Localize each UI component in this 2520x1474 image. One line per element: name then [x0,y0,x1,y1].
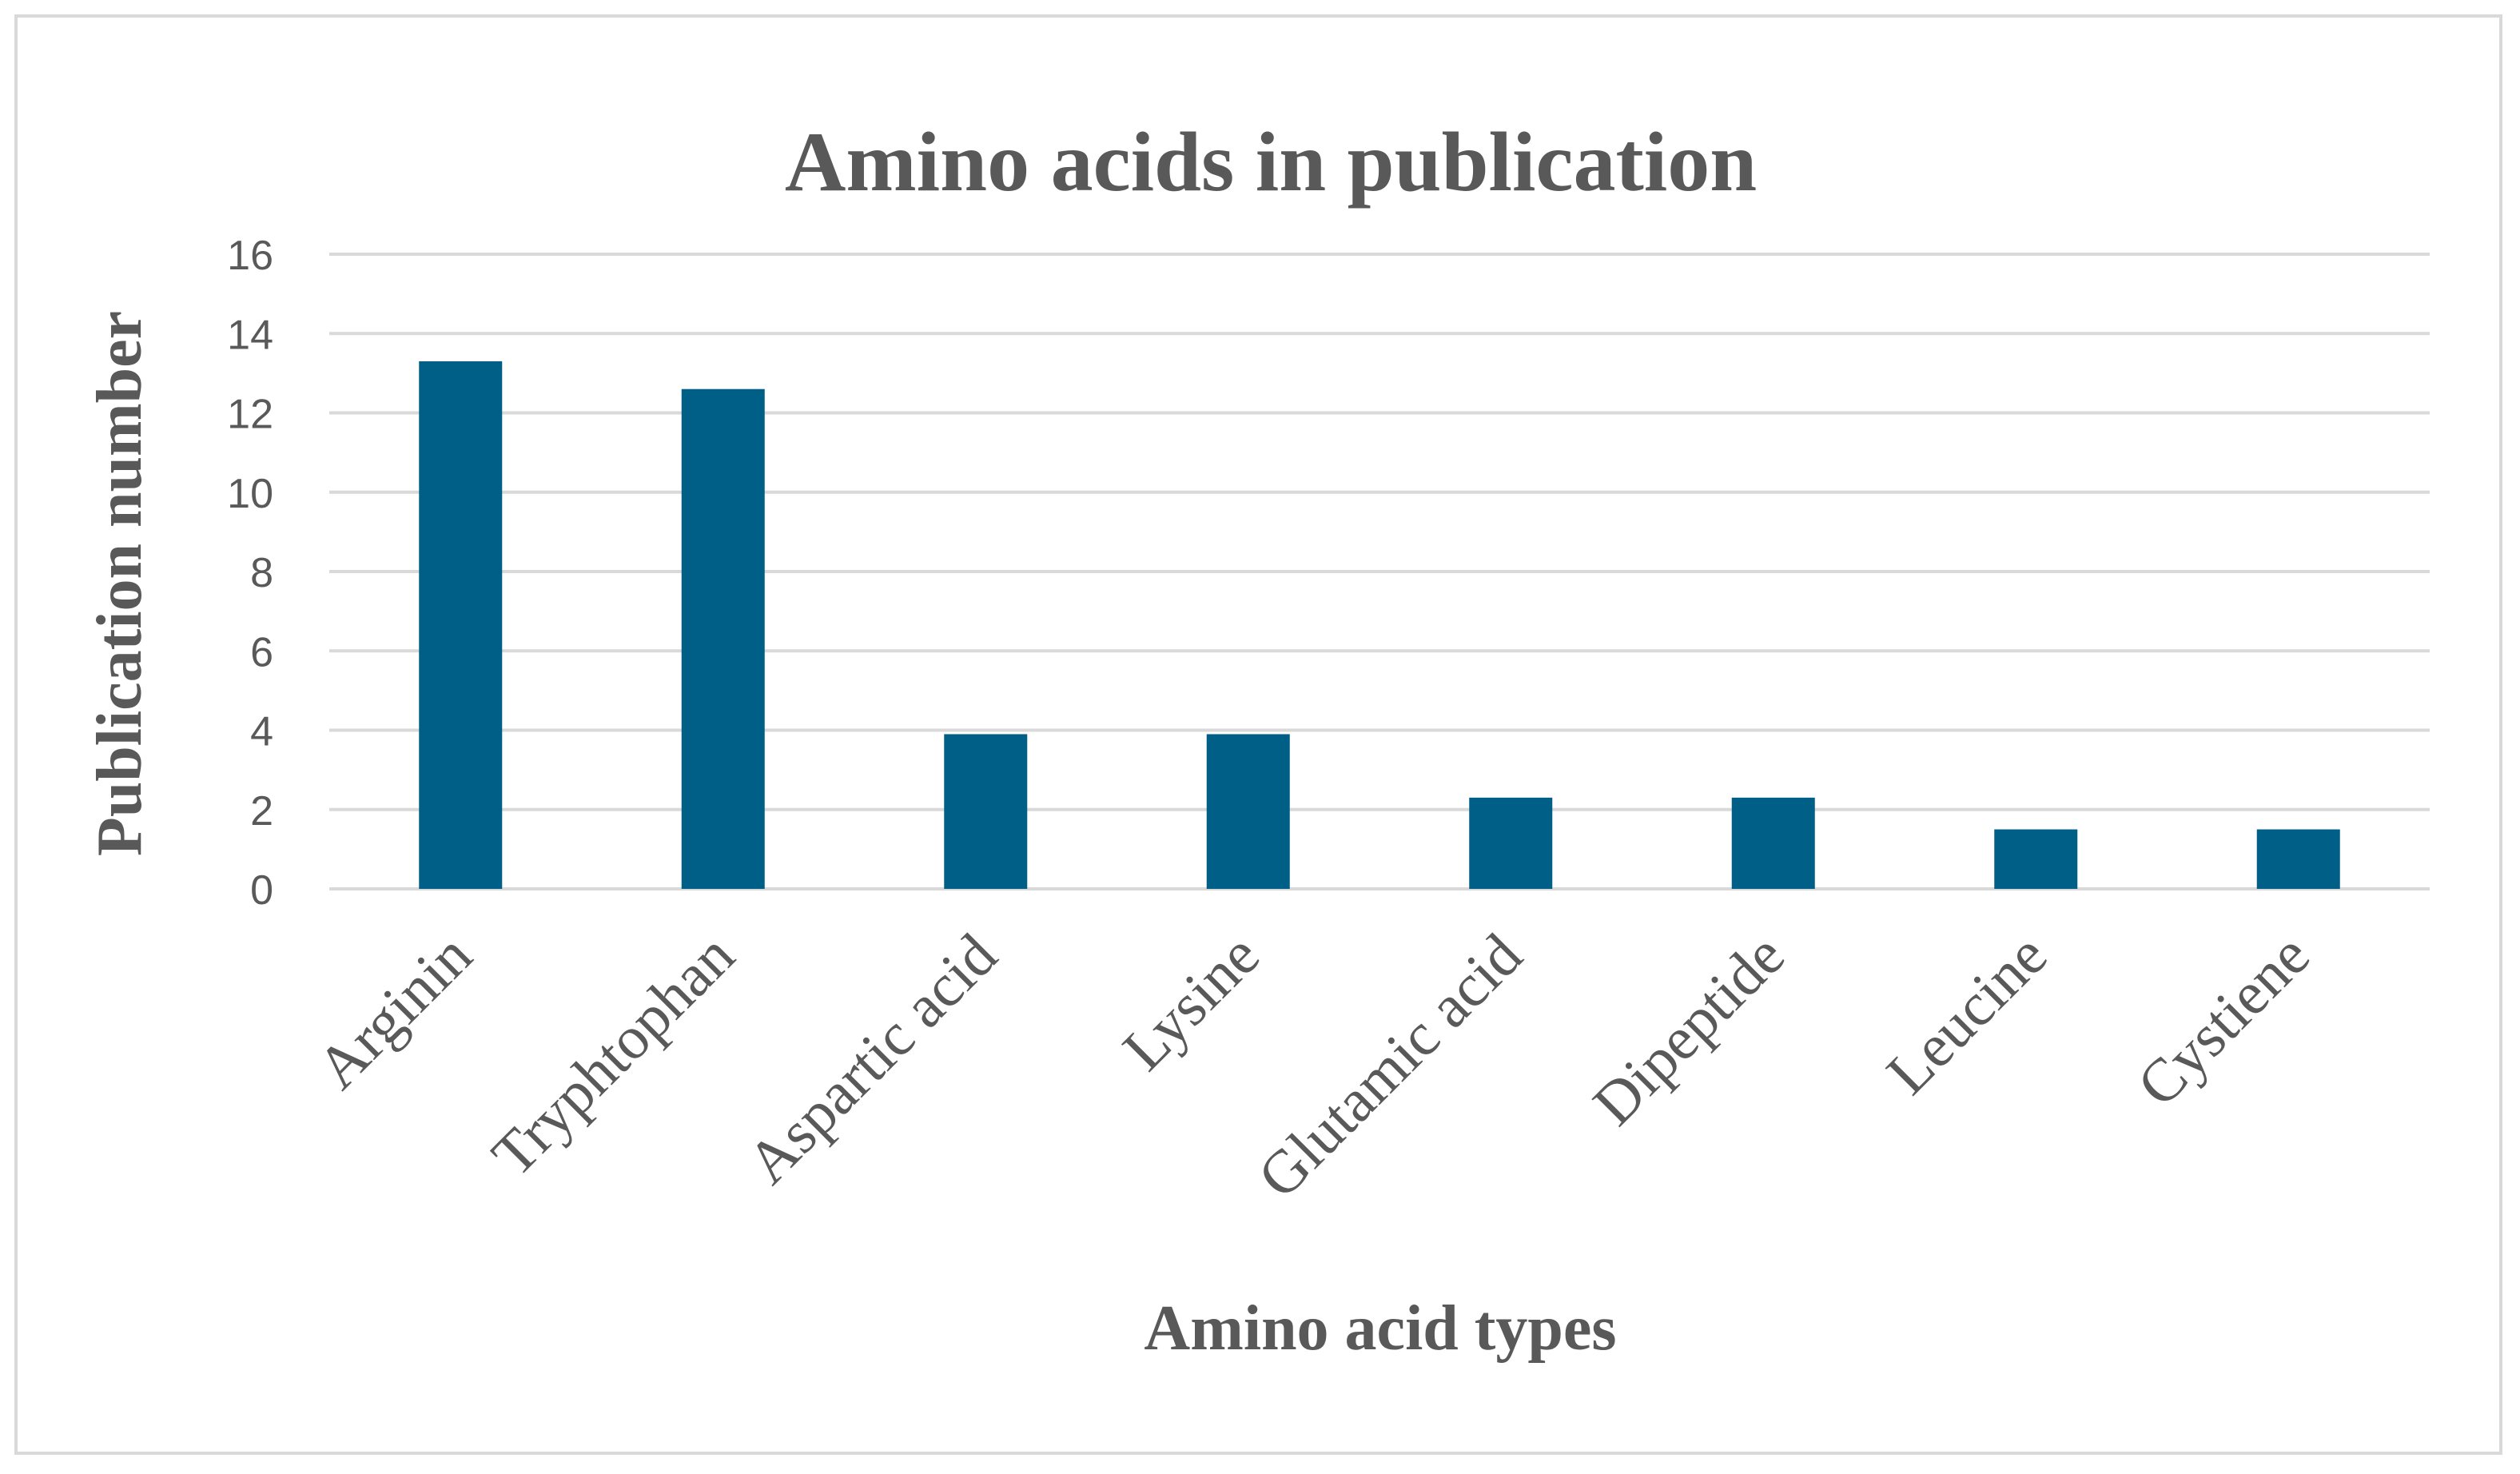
x-tick-label: Arginin [305,922,485,1102]
x-tick-label: Dipeptide [1580,922,1797,1138]
bar-glutamic-acid [1469,797,1553,889]
y-axis-title: Publication number [85,311,155,856]
y-tick-label: 6 [250,629,273,675]
bar-arginin [419,361,503,889]
y-tick-label: 14 [227,312,273,358]
y-tick-label: 2 [250,788,273,835]
chart-title: Amino acids in publication [785,115,1757,209]
x-tick-label: Glutamic acid [1245,922,1535,1211]
y-tick-label: 12 [227,392,273,438]
x-tick-label: Aspartic acid [735,922,1009,1197]
bar-lysine [1206,734,1290,889]
y-axis-ticks: 0 2 4 6 8 10 12 14 16 [227,233,273,914]
bar-cystiene [2256,829,2340,889]
gridlines [329,253,2430,890]
y-tick-label: 4 [250,709,273,755]
bar-tryphtophan [681,388,765,890]
y-tick-label: 8 [250,550,273,596]
bars [419,361,2340,890]
x-axis-title: Amino acid types [1144,1293,1616,1364]
y-tick-label: 0 [250,867,273,914]
x-tick-label: Leucine [1874,922,2060,1107]
x-tick-label: Lysine [1110,922,1272,1084]
x-tick-label: Cystiene [2124,922,2322,1119]
y-tick-label: 10 [227,471,273,517]
bar-aspartic-acid [944,734,1028,889]
bar-dipeptide [1731,797,1815,889]
y-tick-label: 16 [227,233,273,279]
bar-leucine [1994,829,2078,889]
x-tick-label: Tryphtophan [480,922,747,1189]
